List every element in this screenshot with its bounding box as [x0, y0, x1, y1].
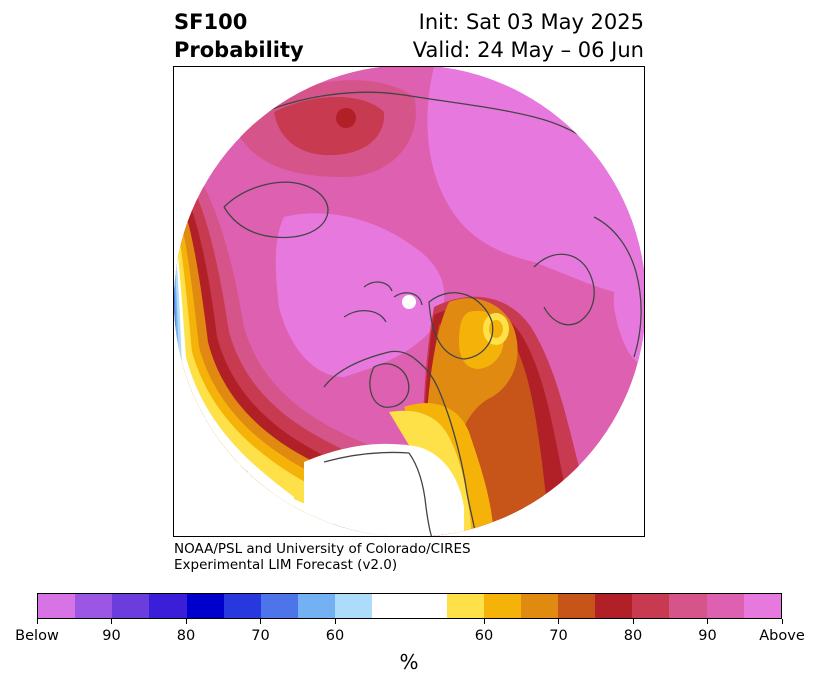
credit-text: NOAA/PSL and University of Colorado/CIRE… [174, 541, 471, 573]
colorbar-segment [483, 594, 521, 618]
coast-europe [593, 216, 642, 358]
colorbar-segment [706, 594, 744, 618]
band-magenta-central [275, 213, 445, 377]
band-darkred-spot [336, 108, 356, 128]
colorbar-segment [112, 594, 150, 618]
credit-line-1: NOAA/PSL and University of Colorado/CIRE… [174, 541, 471, 557]
north-pole-marker [402, 295, 416, 309]
colorbar-segment [260, 594, 298, 618]
title-quantity: Probability [174, 38, 304, 62]
colorbar-segment [335, 594, 373, 618]
colorbar-tick [111, 619, 112, 624]
colorbar-tick [483, 619, 485, 624]
coast-greenland [428, 292, 494, 360]
title-variable: SF100 [174, 10, 248, 34]
colorbar-tick-label: 60 [474, 628, 494, 644]
colorbar-tick [632, 619, 634, 624]
colorbar-tick [707, 619, 708, 624]
band-gold-spot [489, 320, 503, 338]
colorbar-segment [186, 594, 224, 618]
map-panel [173, 66, 645, 537]
colorbar-tick-label: Above [759, 628, 805, 644]
colorbar [37, 593, 782, 619]
colorbar-segment [75, 594, 113, 618]
colorbar-segment [409, 594, 447, 618]
colorbar-tick-label: 90 [698, 628, 717, 644]
colorbar-tick-label: 70 [549, 628, 568, 644]
colorbar-segment [372, 594, 410, 618]
colorbar-tick [558, 619, 559, 624]
border-canada-us [323, 451, 410, 463]
colorbar-segment [520, 594, 558, 618]
colorbar-tick-label: 80 [623, 628, 643, 644]
colorbar-segment [557, 594, 596, 618]
probability-map [174, 67, 644, 536]
colorbar-segment [632, 594, 670, 618]
coast-hudson [369, 363, 410, 408]
coast-arctic-islands [343, 281, 423, 323]
colorbar-units: % [399, 650, 419, 674]
map-dates: Init: Sat 03 May 2025 Valid: 24 May – 06… [413, 8, 644, 64]
colorbar-tick-label: 70 [251, 628, 270, 644]
colorbar-segment [595, 594, 633, 618]
colorbar-tick [185, 619, 187, 624]
colorbar-segment [38, 594, 76, 618]
colorbar-tick [334, 619, 336, 624]
init-date: Init: Sat 03 May 2025 [418, 10, 644, 34]
colorbar-segment [446, 594, 484, 618]
colorbar-tick [36, 619, 38, 624]
colorbar-segment [669, 594, 707, 618]
colorbar-segment [223, 594, 261, 618]
colorbar-tick-label: 90 [102, 628, 121, 644]
colorbar-segment [297, 594, 336, 618]
colorbar-segment [743, 594, 781, 618]
colorbar-segment [149, 594, 187, 618]
valid-period: Valid: 24 May – 06 Jun [412, 38, 644, 62]
map-title: SF100 Probability [174, 8, 304, 64]
colorbar-tick [260, 619, 261, 624]
coast-alaska [223, 181, 329, 239]
band-white-namerica [304, 443, 464, 536]
colorbar-tick-label: Below [15, 628, 59, 644]
coast-us-east [408, 452, 433, 536]
colorbar-tick-label: 60 [325, 628, 345, 644]
coast-scandinavia [533, 253, 595, 326]
coast-namerica [323, 350, 477, 536]
colorbar-tick [781, 619, 783, 624]
band-crimson-northwest [274, 97, 385, 156]
credit-line-2: Experimental LIM Forecast (v2.0) [174, 557, 398, 573]
colorbar-tick-label: 80 [176, 628, 196, 644]
band-magenta-east [613, 237, 644, 367]
